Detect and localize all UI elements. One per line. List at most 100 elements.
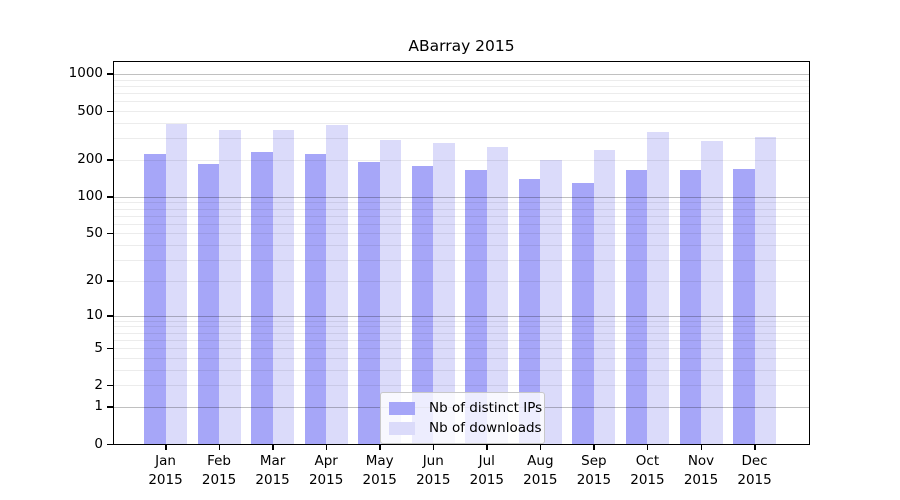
x-tick [218, 445, 221, 450]
bar-downloads [272, 130, 295, 444]
y-tick [107, 347, 113, 350]
x-tick [646, 445, 649, 450]
bar-downloads [219, 130, 241, 444]
x-tick-year: 2015 [737, 472, 772, 488]
y-tick [107, 315, 113, 317]
x-tick [593, 445, 595, 450]
x-tick-month: Jul [478, 453, 495, 469]
bar-downloads [701, 140, 723, 444]
bar-downloads [433, 142, 455, 444]
x-tick-label: Oct 2015 [615, 452, 679, 490]
x-tick [754, 445, 756, 450]
gridline-minor [114, 138, 809, 140]
x-tick-month: Apr [314, 453, 338, 469]
y-tick [107, 159, 113, 161]
bar-downloads [326, 124, 348, 444]
y-tick-label: 1000 [68, 65, 103, 82]
legend-row-distinct-ips: Nb of distinct IPs [389, 398, 542, 418]
legend-swatch-downloads [389, 421, 415, 435]
gridline-minor [114, 320, 809, 322]
bar-downloads [165, 124, 187, 444]
bar-downloads [486, 146, 509, 444]
y-tick-label: 500 [77, 102, 103, 119]
gridline-minor [114, 245, 809, 247]
x-tick-year: 2015 [308, 472, 344, 488]
x-tick [700, 445, 702, 450]
bar-distinct-ips [358, 161, 380, 444]
x-tick-label: Mar 2015 [241, 452, 305, 490]
y-tick-label: 2 [94, 376, 103, 393]
bar-distinct-ips [304, 154, 327, 444]
x-tick [432, 445, 435, 450]
x-tick-label: Nov 2015 [669, 452, 733, 490]
bar-downloads [540, 160, 562, 444]
y-tick [107, 406, 113, 408]
bar-distinct-ips [625, 169, 648, 444]
y-tick-label: 0 [94, 435, 103, 452]
gridline-minor [114, 122, 809, 124]
y-tick [107, 73, 113, 75]
bar-downloads [593, 150, 616, 444]
x-tick [165, 445, 167, 450]
gridline-minor [114, 385, 809, 387]
gridline-minor [114, 260, 809, 262]
x-tick-year: 2015 [576, 472, 612, 488]
bar-distinct-ips [679, 169, 701, 444]
x-tick-label: Feb 2015 [187, 452, 251, 490]
y-tick [107, 110, 113, 113]
gridline-minor [114, 79, 809, 81]
y-tick-label: 100 [77, 188, 103, 205]
gridline-minor [114, 348, 809, 350]
bar-distinct-ips [251, 152, 273, 444]
y-tick [107, 196, 113, 198]
legend: Nb of distinct IPs Nb of downloads [380, 392, 545, 444]
bar-distinct-ips [144, 153, 166, 444]
legend-row-downloads: Nb of downloads [389, 418, 542, 438]
gridline-minor [114, 159, 809, 161]
x-tick-year: 2015 [523, 472, 558, 488]
gridline-minor [114, 215, 809, 217]
bar-distinct-ips [411, 166, 434, 444]
gridline-major [114, 73, 809, 75]
x-tick-year: 2015 [683, 472, 719, 488]
x-tick-month: Jan [155, 453, 176, 469]
x-tick [486, 445, 488, 450]
x-tick-label: Jan 2015 [134, 452, 198, 490]
legend-label-distinct-ips: Nb of distinct IPs [429, 400, 543, 416]
bar-distinct-ips [733, 168, 755, 444]
x-tick-month: Nov [687, 453, 715, 469]
y-tick [107, 232, 113, 235]
x-tick-month: Dec [741, 453, 768, 469]
y-tick-label: 5 [94, 339, 103, 356]
x-tick-label: Apr 2015 [294, 452, 358, 490]
x-tick-year: 2015 [148, 472, 183, 488]
x-tick [272, 445, 274, 450]
y-tick-label: 200 [77, 151, 103, 168]
x-tick-month: Feb [207, 453, 231, 469]
bar-downloads [754, 137, 777, 444]
x-tick-label: Jun 2015 [401, 452, 465, 490]
gridline-minor [114, 223, 809, 225]
x-tick-month: Jun [422, 453, 444, 469]
bar-distinct-ips [572, 183, 594, 444]
gridline-minor [114, 233, 809, 235]
y-tick-label: 1 [94, 398, 103, 415]
gridline-minor [114, 339, 809, 341]
gridline-major [114, 315, 809, 317]
bar-distinct-ips [465, 169, 487, 444]
gridline-minor [114, 208, 809, 210]
gridline-minor [114, 280, 809, 282]
x-tick-label: Jul 2015 [455, 452, 519, 490]
gridline-major [114, 196, 809, 198]
x-tick-month: Oct [635, 453, 660, 469]
x-tick-label: Aug 2015 [508, 452, 572, 490]
gridline-minor [114, 369, 809, 371]
plot-area [113, 61, 810, 445]
gridline-minor [114, 326, 809, 328]
x-tick-month: Sep [581, 453, 607, 469]
y-tick-label: 50 [85, 224, 103, 241]
x-tick-year: 2015 [630, 472, 665, 488]
x-tick [325, 445, 328, 450]
x-tick-year: 2015 [416, 472, 451, 488]
